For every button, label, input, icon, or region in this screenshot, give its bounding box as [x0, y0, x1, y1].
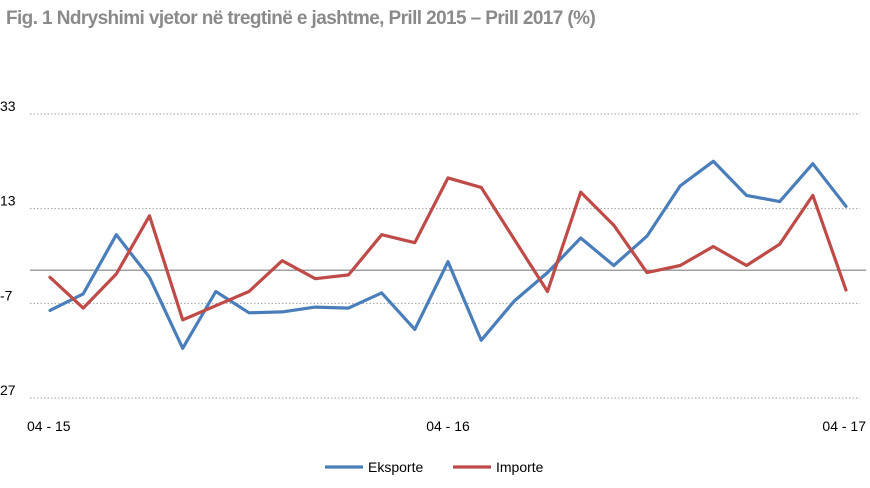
- y-tick-label: -7: [0, 287, 13, 303]
- series-lines: [48, 159, 848, 350]
- x-tick-label: 04 - 17: [822, 418, 866, 434]
- series-line-importe: [48, 176, 848, 322]
- y-tick-label: 13: [0, 193, 16, 209]
- y-tick-label: 33: [0, 98, 16, 114]
- x-tick-label: 04 - 16: [426, 418, 470, 434]
- x-tick-label: 04 - 15: [27, 418, 71, 434]
- legend-label-importe: Importe: [496, 459, 544, 475]
- legend-label-eksporte: Eksporte: [368, 459, 423, 475]
- chart-title: Fig. 1 Ndryshimi vjetor në tregtinë e ja…: [6, 8, 596, 29]
- grid-lines: [30, 113, 860, 399]
- legend: Eksporte Importe: [325, 459, 544, 475]
- tick-labels: 33 13 -7 27 04 - 15 04 - 16 04 - 17: [0, 98, 866, 434]
- y-tick-label: 27: [0, 382, 16, 398]
- series-line-eksporte: [48, 159, 848, 350]
